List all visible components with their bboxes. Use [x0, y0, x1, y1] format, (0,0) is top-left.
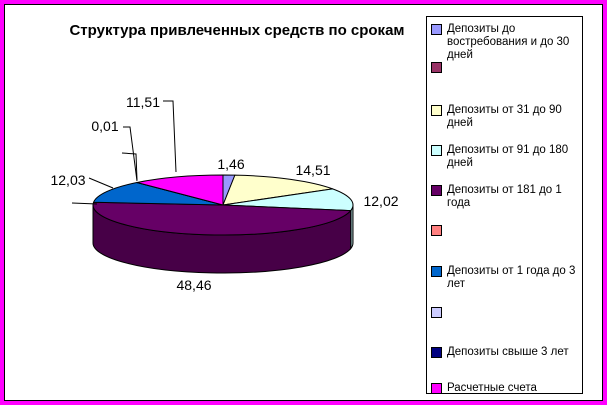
legend[interactable]: Депозиты до востребования и до 30 дней Д… — [426, 16, 583, 394]
legend-item-raschetnye-scheta[interactable]: Расчетные счета — [431, 382, 579, 395]
legend-swatch-icon — [431, 24, 442, 35]
legend-item-do-30-dney[interactable]: Депозиты до востребования и до 30 дней — [431, 23, 579, 62]
leader-line — [71, 202, 98, 205]
pie-slice-9[interactable] — [136, 174, 224, 206]
pie-slice-2[interactable] — [222, 174, 334, 206]
data-label-31-90-dney: 14,51 — [295, 162, 331, 178]
legend-swatch-icon — [431, 185, 442, 196]
data-label-svyshe-3-let: 0,01 — [91, 118, 119, 134]
data-label-do-30-dney: 1,46 — [217, 156, 245, 172]
data-label-91-180-dney: 12,02 — [363, 193, 399, 209]
legend-swatch-icon — [431, 347, 442, 358]
legend-item-181-1-god[interactable]: Депозиты от 181 до 1 года — [431, 184, 579, 210]
chart-area: Структура привлеченных средств по срокам… — [4, 4, 603, 401]
legend-swatch-icon — [431, 105, 442, 116]
leader-line — [163, 100, 177, 173]
legend-swatch-icon — [431, 266, 442, 277]
legend-item-empty-2[interactable] — [431, 224, 579, 236]
legend-swatch-icon — [431, 225, 442, 236]
pie-slice-4[interactable] — [92, 201, 352, 236]
legend-swatch-icon — [431, 145, 442, 156]
legend-item-empty-1[interactable] — [431, 61, 579, 73]
leader-line — [121, 152, 138, 181]
legend-item-31-90-dney[interactable]: Депозиты от 31 до 90 дней — [431, 104, 579, 130]
pie-3d-chart[interactable] — [5, 5, 602, 400]
leader-line — [123, 126, 138, 182]
legend-swatch-icon — [431, 62, 442, 73]
pie-slice-6[interactable] — [93, 182, 224, 206]
leader-line — [88, 177, 114, 189]
pie-slice-3[interactable] — [222, 188, 354, 212]
legend-swatch-icon — [431, 307, 442, 318]
data-label-1-3-goda: 12,03 — [50, 172, 86, 188]
data-label-181-1-god: 48,46 — [176, 277, 212, 293]
legend-item-svyshe-3-let[interactable]: Депозиты свыше 3 лет — [431, 346, 579, 359]
chart-title: Структура привлеченных средств по срокам — [69, 22, 405, 39]
legend-swatch-icon — [431, 383, 442, 394]
legend-item-1-3-goda[interactable]: Депозиты от 1 года до 3 лет — [431, 265, 579, 291]
legend-item-91-180-dney[interactable]: Депозиты от 91 до 180 дней — [431, 144, 579, 170]
data-label-raschetnye: 11,51 — [126, 94, 160, 110]
legend-item-empty-3[interactable] — [431, 306, 579, 318]
